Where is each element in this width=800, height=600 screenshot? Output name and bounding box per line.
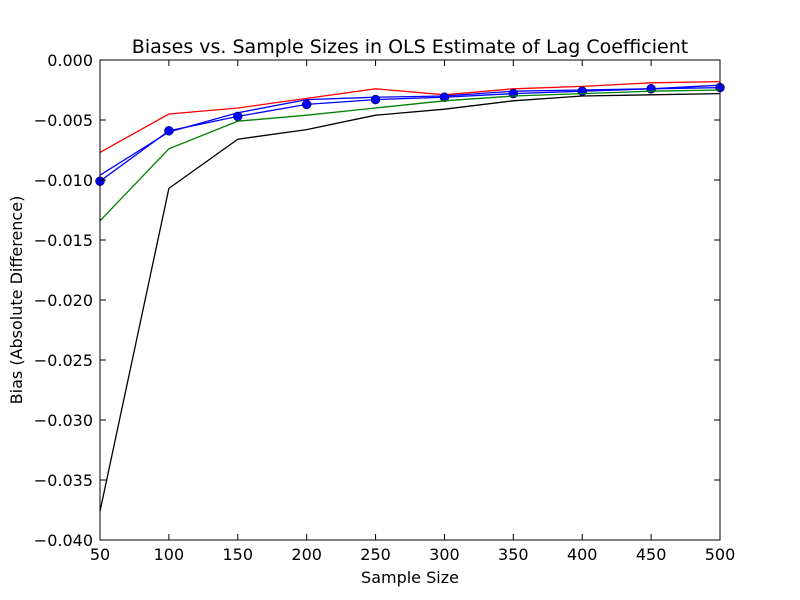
plot-area: 50 100 150 200 250 300 350 400 450 500 0.000 −0.005… <box>34 51 735 564</box>
series-4-line <box>99 89 721 222</box>
series-5-line <box>99 92 721 512</box>
series-3-point <box>301 99 312 110</box>
x-tick-label: 50 <box>90 545 110 564</box>
series-1-line <box>99 80 721 153</box>
y-tick-label: −0.025 <box>34 351 93 370</box>
y-tick-label: −0.020 <box>34 291 93 310</box>
x-tick-label: 300 <box>429 545 460 564</box>
x-tick-label: 400 <box>567 545 598 564</box>
x-tick-label: 200 <box>291 545 322 564</box>
y-tick-label: −0.005 <box>34 111 93 130</box>
x-tick-label: 250 <box>360 545 391 564</box>
y-tick-label: −0.030 <box>34 411 93 430</box>
x-tick-label: 350 <box>498 545 529 564</box>
x-axis-label: Sample Size <box>361 568 459 587</box>
y-axis-label: Bias (Absolute Difference) <box>7 196 26 405</box>
y-tick-label: −0.010 <box>34 171 93 190</box>
series-3-point <box>439 92 450 102</box>
series-3-point <box>233 111 243 122</box>
plot-background <box>100 60 720 540</box>
y-tick-label: 0.000 <box>47 51 93 70</box>
series-3-line <box>99 86 721 182</box>
x-tick-label: 150 <box>223 545 254 564</box>
y-tick-label: −0.035 <box>34 471 93 490</box>
y-tick-label: −0.015 <box>34 231 93 250</box>
y-tick-label: −0.040 <box>34 531 93 550</box>
x-tick-label: 450 <box>636 545 667 564</box>
x-tick-label: 100 <box>154 545 185 564</box>
series-3-point <box>164 126 174 136</box>
ticks-layer: 50 100 150 200 250 300 350 400 450 500 0.000 −0.005… <box>34 51 735 564</box>
series-3-point <box>370 94 381 105</box>
chart-title: Biases vs. Sample Sizes in OLS Estimate … <box>132 36 688 58</box>
series-layer <box>95 80 725 512</box>
x-tick-label: 500 <box>705 545 736 564</box>
